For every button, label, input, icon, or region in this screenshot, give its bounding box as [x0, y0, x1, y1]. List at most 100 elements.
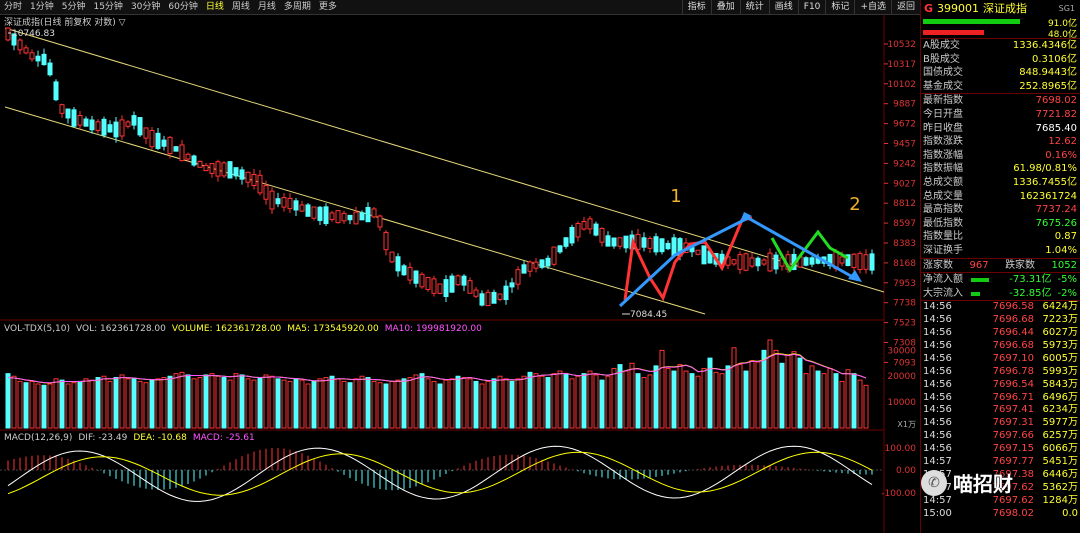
tick-volume: 6234万 [1042, 404, 1078, 416]
volume-bar [191, 378, 197, 429]
flow-key: 净流入额 [923, 274, 963, 286]
candle [437, 283, 443, 294]
volume-bar [767, 339, 773, 429]
volume-bar [845, 369, 851, 429]
candle [515, 269, 521, 285]
candle [275, 198, 281, 205]
group-badge[interactable]: G [924, 1, 934, 15]
candle [863, 254, 869, 270]
tick-row: 14:56 7697.31 5977万 [921, 417, 1080, 430]
tool-button-5[interactable]: 标记 [825, 0, 854, 14]
volume-bar [737, 364, 743, 429]
volume-bar [371, 380, 377, 429]
candle [203, 164, 209, 172]
volume-bar [239, 374, 245, 429]
volume-bar [449, 378, 455, 429]
candle [605, 235, 611, 247]
candle [329, 212, 335, 220]
candle [533, 261, 539, 269]
candle [311, 206, 317, 219]
timeframe-5[interactable]: 60分钟 [168, 2, 198, 12]
volume-bar [635, 373, 641, 429]
volume-bar [779, 362, 785, 429]
candle [5, 27, 11, 41]
candle [11, 33, 17, 46]
candle [95, 121, 101, 131]
candle [269, 190, 275, 210]
volume-bar [833, 373, 839, 429]
volume-bar [353, 378, 359, 429]
volume-bar [797, 357, 803, 429]
tick-price: 7697.41 [992, 404, 1034, 416]
stat-row: 最新指数 7698.02 [921, 94, 1080, 108]
volume-bar [89, 379, 95, 429]
timeframe-7[interactable]: 周线 [231, 2, 250, 12]
y-tick-label: 7738 [893, 299, 916, 309]
tick-list[interactable]: 14:56 7696.58 6424万 14:56 7696.68 7223万 14:56 7… [921, 300, 1080, 520]
candle [35, 55, 41, 62]
volume-bar [815, 370, 821, 429]
volume-bar [377, 382, 383, 429]
tool-button-4[interactable]: F10 [797, 0, 826, 14]
candle [29, 52, 35, 60]
stat-key: 最高指数 [923, 204, 963, 216]
stat-value: 7698.02 [1035, 95, 1077, 107]
volume-bar [587, 370, 593, 429]
candle [359, 212, 365, 221]
candle [293, 200, 299, 211]
timeframe-1[interactable]: 1分钟 [30, 2, 54, 12]
tool-button-6[interactable]: +自选 [854, 0, 891, 14]
volume-bar [761, 349, 767, 429]
stat-key: 总成交量 [923, 190, 963, 202]
stat-row: 指数涨幅 0.16% [921, 149, 1080, 163]
timeframe-6[interactable]: 日线 [205, 2, 224, 12]
tool-button-2[interactable]: 统计 [739, 0, 769, 14]
macd-title-row: MACD(12,26,9) DIF: -23.49 DEA: -10.68 MACD:… [4, 433, 255, 443]
tool-button-3[interactable]: 画线 [768, 0, 798, 14]
tool-button-7[interactable]: 返回 [890, 0, 920, 14]
volume-bar [479, 383, 485, 429]
tick-time: 14:56 [923, 314, 952, 326]
timeframe-4[interactable]: 30分钟 [130, 2, 161, 12]
candle [191, 155, 197, 166]
volume-bar [455, 375, 461, 429]
timeframe-10[interactable]: 更多 [318, 2, 337, 12]
volume-bar [863, 384, 869, 429]
timeframe-8[interactable]: 月线 [257, 2, 276, 12]
y-tick-label: 8168 [893, 259, 916, 269]
candles [5, 27, 875, 307]
kline-chart[interactable]: 10532 10317 10102 9887 9672 9457 9242 9027 8812 8… [0, 15, 920, 533]
volume-bar [617, 364, 623, 429]
timeframe-2[interactable]: 5分钟 [61, 2, 86, 12]
volume-bar [365, 377, 371, 429]
tool-button-1[interactable]: 叠加 [710, 0, 740, 14]
tick-price: 7696.71 [992, 391, 1034, 403]
volume-bar [341, 380, 347, 429]
volume-bar [551, 373, 557, 429]
candle [401, 265, 407, 276]
stat-row: 最高指数 7737.24 [921, 203, 1080, 217]
volume-bar [545, 377, 551, 429]
y-tick-label: 9242 [893, 159, 916, 169]
timeframe-9[interactable]: 多周期 [283, 2, 311, 12]
volume-bar [743, 370, 749, 429]
candle [455, 275, 461, 286]
volume-bar [143, 382, 149, 429]
timeframe-0[interactable]: 分时 [4, 2, 23, 12]
volume-bar [725, 365, 731, 429]
candle [617, 237, 623, 247]
volume-bar [83, 378, 89, 429]
macd-label: MACD: -25.61 [193, 433, 255, 443]
candle [155, 132, 161, 149]
candle [611, 237, 617, 247]
candle [209, 163, 215, 174]
tool-button-0[interactable]: 指标 [681, 0, 711, 14]
volume-bar [461, 377, 467, 429]
timeframe-3[interactable]: 15分钟 [93, 2, 123, 12]
volume-bar [425, 378, 431, 429]
tick-time: 14:56 [923, 352, 952, 364]
arrow-head-icon [848, 270, 862, 282]
volume-bar [677, 364, 683, 429]
candle [701, 245, 707, 265]
y-tick-label: 7308 [893, 339, 916, 349]
